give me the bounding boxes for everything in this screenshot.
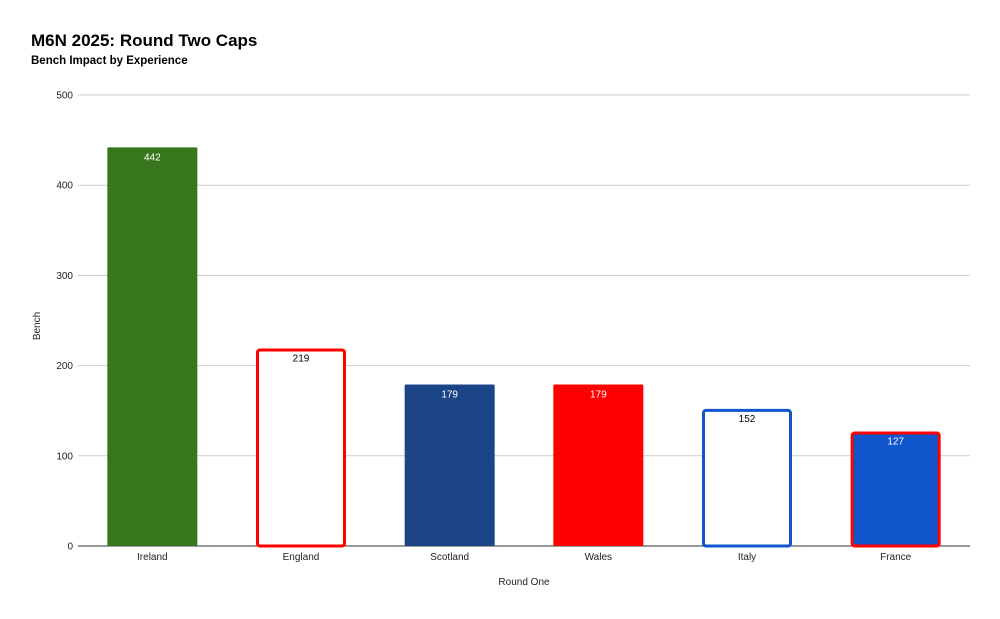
y-tick-label: 300 (56, 271, 73, 282)
chart-title: M6N 2025: Round Two Caps (31, 31, 258, 50)
chart-subtitle: Bench Impact by Experience (31, 55, 188, 67)
data-label: 219 (293, 353, 310, 364)
bar-wales (553, 384, 644, 546)
y-axis-title: Bench (32, 312, 43, 340)
bars (107, 147, 941, 548)
bar-england (256, 348, 346, 548)
y-tick-label: 0 (67, 542, 73, 553)
y-tick-label: 200 (56, 361, 73, 372)
bar-france (850, 431, 941, 548)
x-tick-label: Ireland (137, 552, 168, 563)
x-tick-label: Italy (738, 552, 756, 563)
x-tick-label: Scotland (430, 552, 469, 563)
data-label: 152 (739, 414, 756, 425)
gridlines (78, 94, 970, 547)
x-tick-label: Wales (585, 552, 612, 563)
x-tick-labels: Ireland England Scotland Wales Italy France (137, 552, 912, 563)
y-tick-label: 100 (56, 451, 73, 462)
y-tick-label: 500 (56, 91, 73, 102)
y-tick-labels: 0 100 200 300 400 500 (56, 91, 73, 553)
data-label: 127 (887, 436, 904, 447)
bar-scotland (404, 384, 495, 546)
x-tick-label: England (283, 552, 320, 563)
bar-italy (702, 408, 792, 548)
x-axis-title: Round One (498, 577, 550, 588)
data-label: 179 (441, 390, 458, 401)
data-labels: 442 219 179 179 152 127 (144, 152, 904, 447)
data-label: 179 (590, 390, 607, 401)
x-tick-label: France (880, 552, 912, 563)
data-label: 442 (144, 152, 161, 163)
bar-ireland (107, 147, 198, 547)
y-tick-label: 400 (56, 181, 73, 192)
